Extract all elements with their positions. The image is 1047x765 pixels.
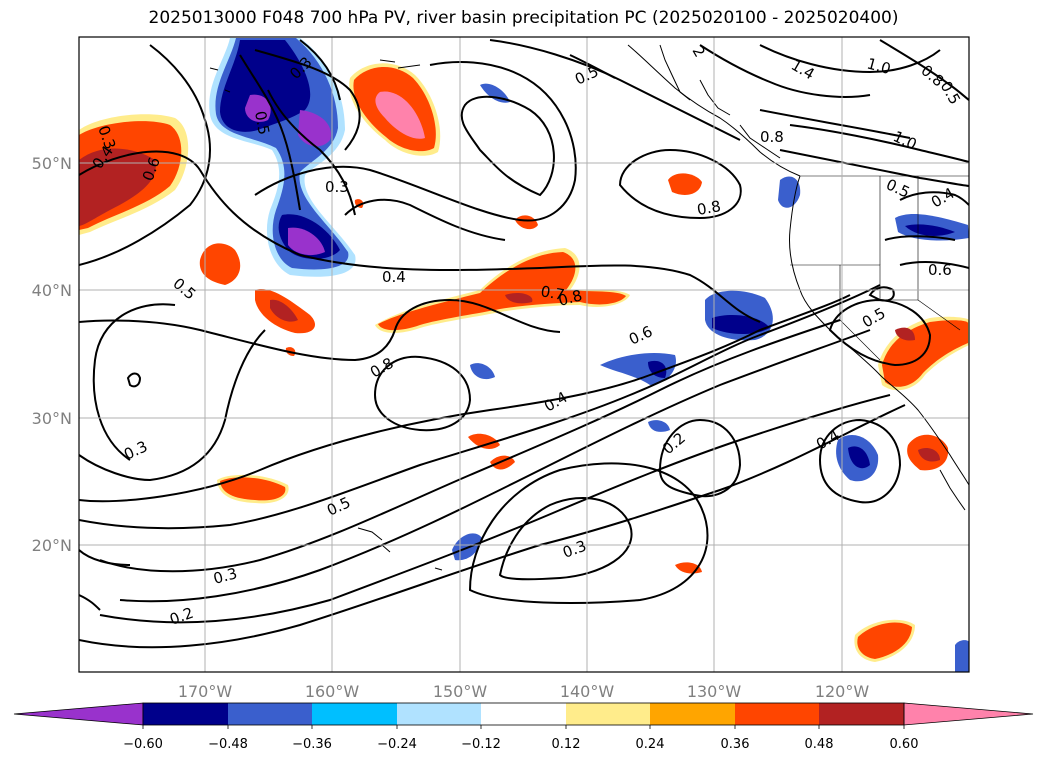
- pv-contours: [79, 39, 969, 649]
- contour-label: 0.6: [928, 261, 952, 279]
- precip-positive-patch: [220, 477, 286, 501]
- colorbar-ticks: [142, 725, 905, 729]
- precip-positive-patch: [199, 243, 241, 285]
- precip-shading: [79, 38, 969, 672]
- precip-negative-patch: [648, 420, 670, 432]
- precip-positive-patch: [378, 252, 626, 331]
- precip-negative-patch: [778, 176, 801, 208]
- colorbar-tick-label: −0.60: [123, 737, 163, 752]
- contour-label: 1.0: [865, 54, 893, 78]
- lat-label-30n: 30°N: [32, 409, 72, 428]
- colorbar-segment: [481, 703, 566, 725]
- colorbar-tick-label: −0.24: [377, 737, 417, 752]
- precip-positive-patch: [270, 299, 298, 322]
- longitude-labels: 170°W 160°W 150°W 140°W 130°W 120°W: [178, 682, 870, 701]
- colorbar-segment: [143, 703, 228, 725]
- colorbar: −0.60 −0.48 −0.36 −0.24 −0.12 0.12 0.24 …: [13, 702, 1034, 752]
- colorbar-segment: [566, 703, 650, 725]
- map-title: 2025013000 F048 700 hPa PV, river basin …: [148, 8, 899, 28]
- colorbar-extend-low: [13, 702, 144, 726]
- precip-positive-patch: [668, 173, 702, 195]
- precip-positive-patch: [468, 433, 500, 449]
- precip-negative-patch: [648, 360, 667, 378]
- lon-label-130w: 130°W: [687, 682, 742, 701]
- contour-label: 0.8: [696, 197, 723, 219]
- precip-positive-patch: [895, 327, 915, 341]
- colorbar-segment: [819, 703, 904, 725]
- lon-label-120w: 120°W: [815, 682, 870, 701]
- colorbar-tick-label: −0.48: [208, 737, 248, 752]
- precip-negative-patch: [905, 224, 955, 236]
- lat-label-40n: 40°N: [32, 281, 72, 300]
- state-borders: [790, 175, 969, 361]
- colorbar-extend-high: [903, 702, 1034, 726]
- lon-label-170w: 170°W: [178, 682, 233, 701]
- contour-label: 0.4: [382, 268, 406, 286]
- colorbar-tick-label: −0.36: [292, 737, 332, 752]
- precip-positive-patch: [515, 215, 538, 230]
- lat-label-20n: 20°N: [32, 536, 72, 555]
- contour-label: 0.3: [325, 178, 349, 196]
- coastlines: [209, 44, 969, 571]
- precip-negative-patch: [298, 110, 331, 147]
- contour-label: 0.8: [556, 286, 584, 310]
- colorbar-segment: [312, 703, 397, 725]
- colorbar-tick-label: 0.24: [636, 737, 665, 752]
- precip-negative-patch: [955, 640, 969, 672]
- contour-label: 0.7: [539, 282, 566, 304]
- contour-label: 0.3: [211, 564, 239, 588]
- gridlines: [79, 37, 969, 672]
- precip-negative-patch: [600, 353, 676, 385]
- lat-label-50n: 50°N: [32, 154, 72, 173]
- colorbar-segment: [397, 703, 481, 725]
- precip-positive-patch: [505, 292, 533, 304]
- lon-label-160w: 160°W: [305, 682, 360, 701]
- precip-positive-patch: [857, 622, 912, 659]
- precip-negative-patch: [220, 40, 311, 132]
- precip-positive-patch: [918, 448, 940, 462]
- lon-label-150w: 150°W: [433, 682, 488, 701]
- colorbar-tick-label: 0.36: [721, 737, 750, 752]
- colorbar-segment: [735, 703, 819, 725]
- colorbar-segment: [650, 703, 735, 725]
- latitude-labels: 50°N 40°N 30°N 20°N: [32, 154, 72, 555]
- precip-negative-patch: [470, 363, 495, 380]
- colorbar-segment: [228, 703, 312, 725]
- precip-negative-patch: [245, 94, 271, 122]
- lon-label-140w: 140°W: [560, 682, 615, 701]
- colorbar-tick-label: 0.48: [805, 737, 834, 752]
- precip-positive-patch: [375, 91, 425, 139]
- colorbar-tick-label: 0.12: [552, 737, 581, 752]
- precip-positive-patch: [79, 148, 156, 226]
- contour-label: 0.8: [760, 128, 784, 146]
- precip-negative-patch: [848, 446, 870, 469]
- map-frame: [78, 36, 970, 673]
- precip-negative-patch: [288, 227, 325, 256]
- colorbar-outline: [142, 702, 905, 726]
- colorbar-tick-label: 0.60: [890, 737, 919, 752]
- colorbar-tick-label: −0.12: [461, 737, 501, 752]
- contour-label: 0.5: [251, 110, 273, 137]
